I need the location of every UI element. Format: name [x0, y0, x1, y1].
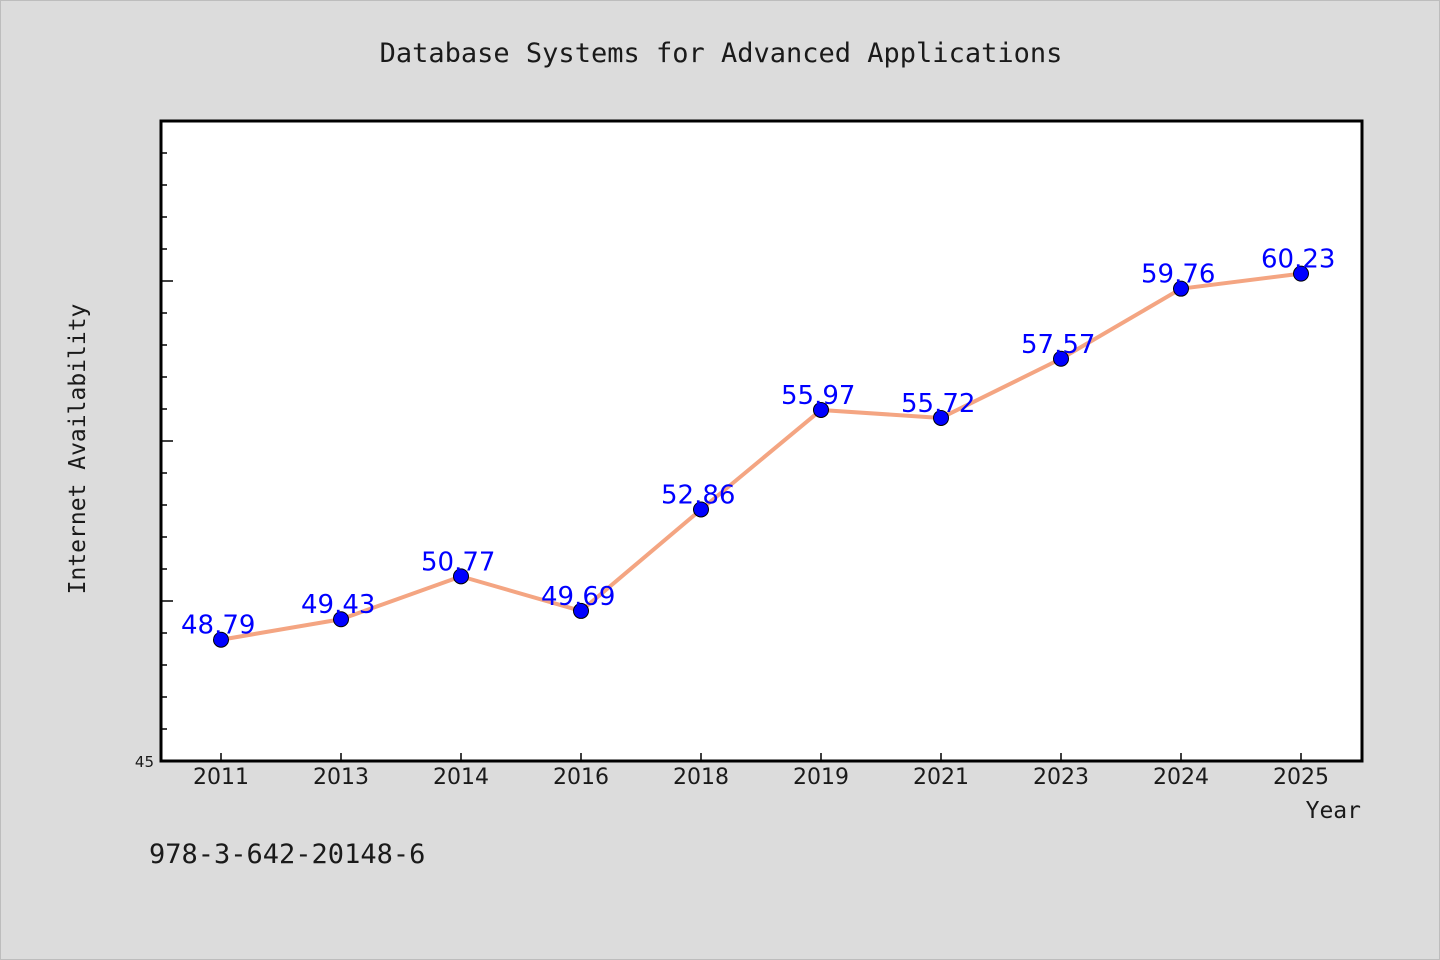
data-label: 55.97	[781, 381, 855, 411]
data-label: 49.43	[301, 590, 375, 620]
data-point	[813, 401, 829, 418]
x-axis-tick-labels: 2011 2013 2014 2016 2018 2019 2021 2023 2024 2025	[193, 765, 1329, 790]
x-tick-label: 2019	[793, 765, 849, 790]
x-tick-label: 2016	[553, 765, 609, 790]
x-tick-label: 2025	[1273, 765, 1329, 790]
x-axis-label: Year	[1306, 798, 1361, 824]
data-series: 48.79 49.43 50.77 49.69 52.86 55.97 55.72 57.57…	[181, 245, 1335, 648]
data-point	[1173, 280, 1189, 297]
x-axis-ticks	[220, 753, 1302, 761]
x-tick-label: 2023	[1033, 765, 1089, 790]
data-point	[333, 611, 349, 628]
series-line	[219, 271, 1303, 642]
data-label: 55.72	[901, 389, 975, 419]
data-label: 48.79	[181, 611, 255, 641]
data-label: 52.86	[661, 480, 735, 510]
data-point	[573, 602, 589, 619]
y-axis-min-label: 45	[135, 753, 154, 771]
x-tick-label: 2024	[1153, 765, 1209, 790]
isbn-footer: 978-3-642-20148-6	[149, 839, 425, 870]
x-tick-label: 2014	[433, 765, 489, 790]
data-label: 49.69	[541, 582, 615, 612]
x-tick-label: 2021	[913, 765, 969, 790]
x-tick-label: 2011	[193, 765, 249, 790]
data-point	[933, 409, 949, 426]
x-tick-label: 2013	[313, 765, 369, 790]
data-label: 57.57	[1021, 330, 1095, 360]
data-point	[1293, 265, 1309, 282]
data-point	[693, 501, 709, 518]
data-point	[1053, 350, 1069, 367]
x-tick-label: 2018	[673, 765, 729, 790]
plot-area	[159, 119, 1364, 763]
data-label: 59.76	[1141, 260, 1215, 290]
data-label: 60.23	[1261, 245, 1335, 275]
data-point	[213, 631, 229, 648]
y-axis-label: Internet Availability	[65, 304, 91, 595]
chart-title: Database Systems for Advanced Applicatio…	[380, 38, 1063, 69]
data-point	[453, 568, 469, 585]
y-axis-ticks	[161, 152, 173, 730]
data-label: 50.77	[421, 547, 495, 577]
